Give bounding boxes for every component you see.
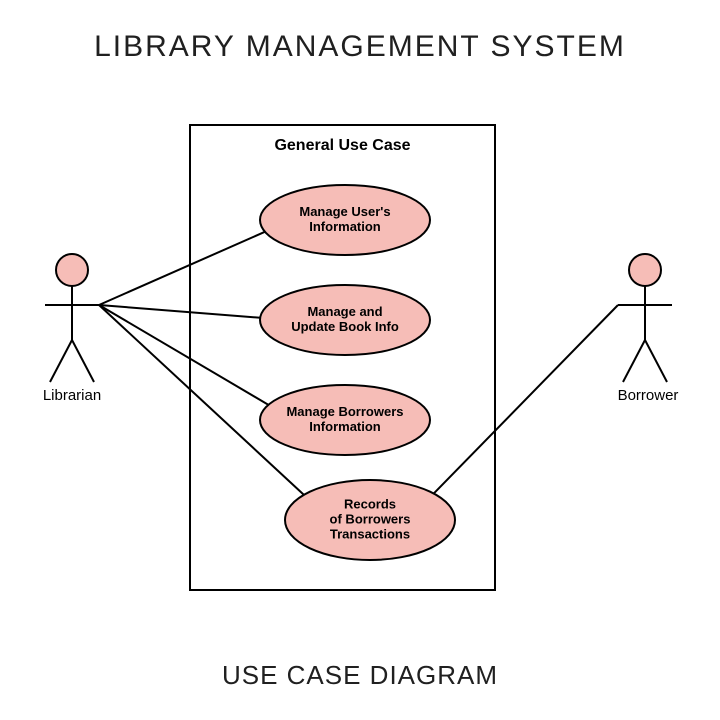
actor-leg <box>623 340 645 382</box>
use-case-label: Records <box>344 496 396 511</box>
use-case-label: Manage Borrowers <box>286 404 403 419</box>
system-boundary-label: General Use Case <box>274 137 410 154</box>
use-case-label: Information <box>309 419 381 434</box>
use-case-label: Manage and <box>307 304 382 319</box>
actor-head <box>56 254 88 286</box>
use-case-label: Manage User's <box>299 204 390 219</box>
use-case-label: Update Book Info <box>291 319 399 334</box>
use-case-diagram: General Use CaseManage User'sInformation… <box>0 0 720 720</box>
use-case-label: Transactions <box>330 526 410 541</box>
actor-leg <box>645 340 667 382</box>
use-case-label: Information <box>309 219 381 234</box>
actor-leg <box>72 340 94 382</box>
actor-label: Librarian <box>43 387 101 404</box>
actor-label: Borrower <box>618 387 679 404</box>
actor-leg <box>50 340 72 382</box>
use-case-label: of Borrowers <box>330 511 411 526</box>
actor-head <box>629 254 661 286</box>
